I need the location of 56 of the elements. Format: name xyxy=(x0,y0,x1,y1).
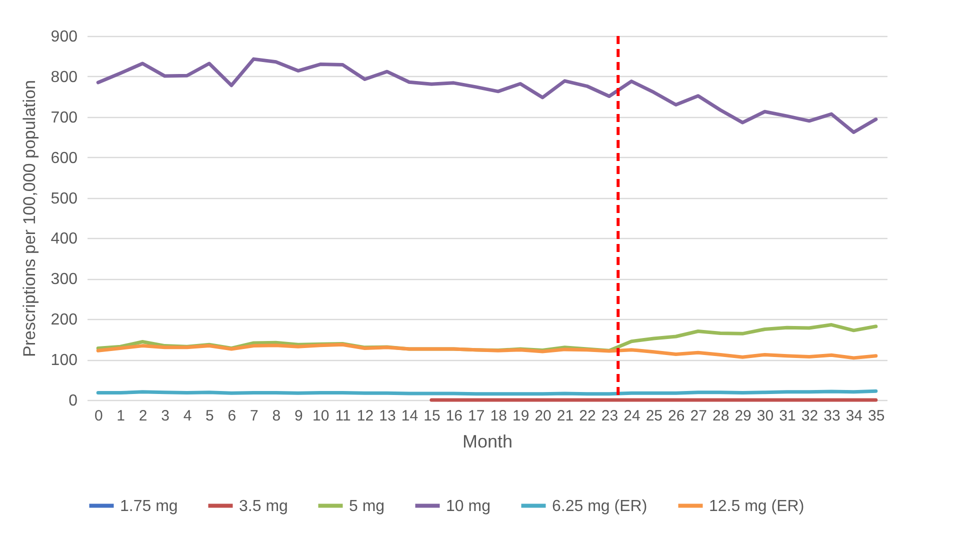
y-tick-label: 0 xyxy=(68,392,78,410)
y-tick-label: 700 xyxy=(50,109,78,126)
x-tick-label: 5 xyxy=(206,408,214,424)
y-tick-label: 900 xyxy=(50,28,78,46)
y-tick-label: 400 xyxy=(50,230,78,248)
x-tick-label: 25 xyxy=(646,408,663,424)
x-tick-label: 28 xyxy=(712,408,730,424)
x-tick-label: 16 xyxy=(446,408,463,424)
y-tick-label: 300 xyxy=(50,271,78,288)
x-tick-label: 3 xyxy=(161,408,170,424)
x-tick-label: 34 xyxy=(846,408,863,424)
line-series xyxy=(96,342,878,360)
y-tick-label: 600 xyxy=(50,150,78,167)
x-axis-title: Month xyxy=(462,432,513,452)
y-tick-label: 200 xyxy=(50,312,78,329)
x-tick-label: 13 xyxy=(379,408,396,424)
x-tick-label: 4 xyxy=(183,408,192,424)
x-tick-label: 29 xyxy=(734,408,752,424)
x-tick-label: 8 xyxy=(272,408,281,424)
legend-label: 6.25 mg (ER) xyxy=(552,498,648,515)
y-tick-label: 800 xyxy=(50,68,78,86)
x-tick-label: 12 xyxy=(356,408,374,424)
x-tick-label: 24 xyxy=(624,408,640,424)
x-tick-label: 27 xyxy=(690,408,707,424)
y-tick-label: 500 xyxy=(50,190,78,208)
x-tick-label: 17 xyxy=(468,408,485,424)
x-tick-label: 31 xyxy=(779,408,796,424)
x-tick-label: 2 xyxy=(138,408,148,424)
x-tick-label: 20 xyxy=(534,408,552,424)
x-tick-label: 35 xyxy=(868,408,885,424)
y-axis-title: Prescriptions per 100,000 population xyxy=(20,80,39,357)
x-tick-label: 15 xyxy=(424,408,440,424)
x-tick-label: 1 xyxy=(116,408,126,424)
x-tick-label: 30 xyxy=(756,408,774,424)
x-tick-label: 0 xyxy=(94,408,103,424)
x-tick-label: 6 xyxy=(228,408,236,424)
x-tick-label: 23 xyxy=(601,408,618,424)
x-tick-label: 33 xyxy=(824,408,840,424)
legend-label: 10 mg xyxy=(446,498,490,515)
x-tick-label: 32 xyxy=(801,408,818,424)
x-tick-label: 10 xyxy=(312,408,330,424)
legend-label: 1.75 mg xyxy=(120,498,178,515)
legend-label: 3.5 mg xyxy=(239,498,288,515)
x-tick-label: 11 xyxy=(335,408,351,424)
legend-label: 12.5 mg (ER) xyxy=(709,498,804,515)
x-tick-label: 9 xyxy=(294,408,303,424)
x-tick-label: 7 xyxy=(250,408,258,424)
x-tick-label: 22 xyxy=(579,408,596,424)
legend-label: 5 mg xyxy=(349,498,385,515)
x-tick-label: 21 xyxy=(556,408,574,424)
x-tick-label: 26 xyxy=(668,408,685,424)
x-tick-label: 14 xyxy=(401,408,418,424)
y-tick-label: 100 xyxy=(50,352,78,370)
line-series xyxy=(96,57,878,134)
x-tick-label: 19 xyxy=(512,408,530,424)
x-tick-label: 18 xyxy=(490,408,507,424)
